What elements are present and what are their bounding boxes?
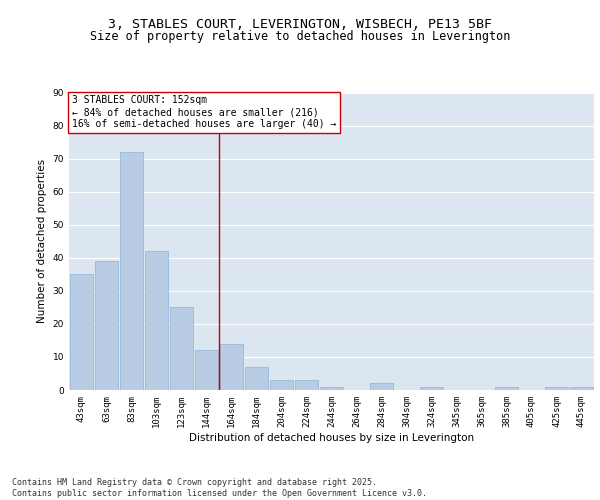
X-axis label: Distribution of detached houses by size in Leverington: Distribution of detached houses by size … [189,432,474,442]
Bar [570,386,593,390]
Bar [95,261,118,390]
Y-axis label: Number of detached properties: Number of detached properties [37,159,47,324]
Bar [145,251,168,390]
Bar [195,350,218,390]
Bar [545,386,568,390]
Bar [420,386,443,390]
Bar [170,308,193,390]
Bar [495,386,518,390]
Bar [270,380,293,390]
Bar [295,380,318,390]
Bar [70,274,93,390]
Text: 3, STABLES COURT, LEVERINGTON, WISBECH, PE13 5BF: 3, STABLES COURT, LEVERINGTON, WISBECH, … [108,18,492,30]
Bar [245,367,268,390]
Text: Size of property relative to detached houses in Leverington: Size of property relative to detached ho… [90,30,510,43]
Bar [370,384,393,390]
Text: 3 STABLES COURT: 152sqm
← 84% of detached houses are smaller (216)
16% of semi-d: 3 STABLES COURT: 152sqm ← 84% of detache… [71,96,336,128]
Bar [320,386,343,390]
Text: Contains HM Land Registry data © Crown copyright and database right 2025.
Contai: Contains HM Land Registry data © Crown c… [12,478,427,498]
Bar [120,152,143,390]
Bar [220,344,243,390]
